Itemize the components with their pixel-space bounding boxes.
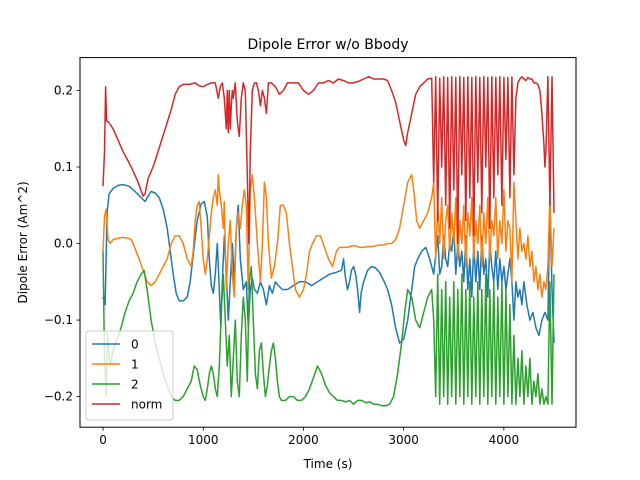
legend-label-2: 2	[131, 378, 139, 392]
chart-title: Dipole Error w/o Bbody	[247, 37, 408, 53]
x-axis-title: Time (s)	[303, 457, 353, 471]
series-layer	[102, 75, 555, 407]
y-ticks: −0.2 −0.1 0.0 0.1 0.2	[44, 84, 80, 404]
x-tick-label: 3000	[388, 433, 419, 447]
y-tick-label: −0.2	[44, 390, 73, 404]
legend-label-norm: norm	[131, 398, 162, 412]
legend: 0 1 2 norm	[85, 330, 174, 421]
plot-frame	[79, 57, 577, 428]
series-line-norm	[102, 75, 555, 245]
y-tick-label: −0.1	[44, 313, 73, 327]
legend-label-1: 1	[131, 358, 139, 372]
y-axis-title: Dipole Error (Am^2)	[16, 181, 30, 303]
x-tick-label: 0	[99, 433, 107, 447]
legend-label-0: 0	[131, 338, 139, 352]
x-tick-label: 4000	[489, 433, 520, 447]
x-tick-label: 1000	[188, 433, 219, 447]
y-tick-label: 0.2	[54, 84, 73, 98]
legend-box	[85, 330, 174, 421]
y-tick-label: 0.1	[54, 160, 73, 174]
y-tick-label: 0.0	[54, 237, 73, 251]
series-line-1	[102, 173, 555, 298]
x-ticks: 0 1000 2000 3000 4000	[99, 427, 519, 447]
x-tick-label: 2000	[288, 433, 319, 447]
series-line-2	[102, 251, 555, 407]
